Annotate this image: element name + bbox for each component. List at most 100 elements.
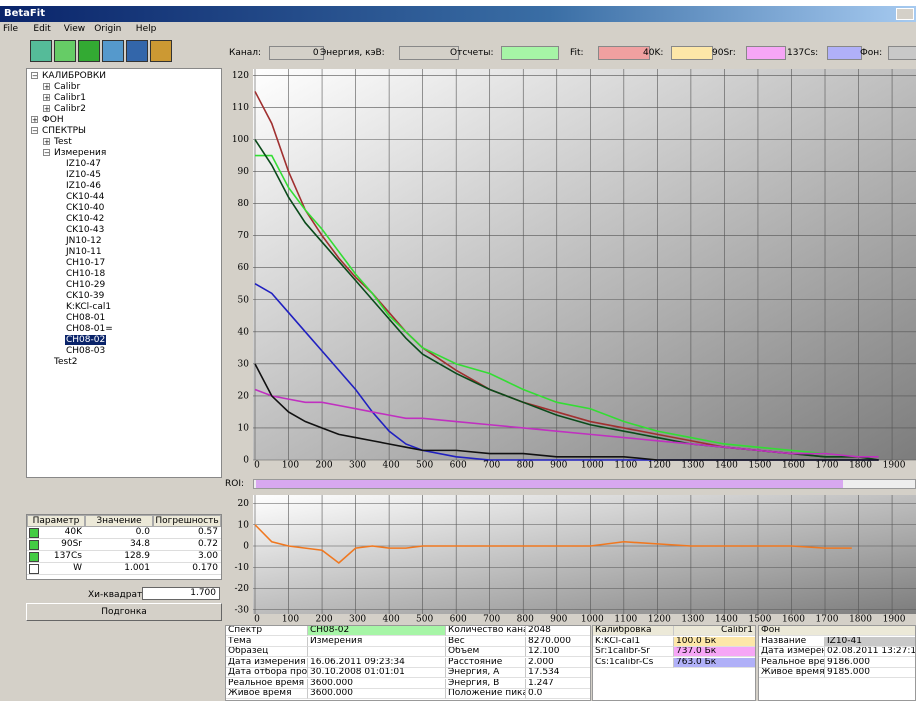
x-tick-label: 100	[282, 461, 299, 471]
title-bar: BetaFit	[0, 6, 916, 22]
tree-node[interactable]: CK10-43	[66, 225, 105, 235]
tree-toggle[interactable]: +	[43, 105, 50, 112]
toolbar	[30, 40, 180, 64]
menu-item[interactable]: File	[3, 24, 19, 34]
info-cell: Положение пика Cs	[446, 689, 526, 699]
menu-item[interactable]: Edit	[33, 24, 51, 34]
tree-node[interactable]: CH10-29	[66, 280, 106, 290]
status-label: Энергия, кэВ:	[320, 48, 385, 58]
info-cell: 3600.000	[308, 689, 446, 699]
x-tick-label: 0	[254, 615, 260, 625]
tree-toggle[interactable]: −	[43, 149, 50, 156]
tree-node[interactable]: ФОН	[42, 115, 64, 125]
tree-node[interactable]: JN10-12	[66, 236, 102, 246]
tree-node[interactable]: CH08-01=	[66, 324, 113, 334]
tool-open[interactable]	[54, 40, 76, 62]
chi-value[interactable]: 1.700	[142, 587, 220, 600]
menu-item[interactable]: View	[63, 24, 86, 34]
status-field	[746, 46, 786, 60]
chi-label: Хи-квадрат:	[88, 590, 146, 600]
tree-toggle[interactable]: −	[31, 72, 38, 79]
y-tick-label: 0	[243, 456, 249, 466]
params-table: Параметр Значение Погрешность 40K 0.0 0.57 90S…	[26, 514, 222, 580]
series-line	[254, 524, 852, 565]
x-tick-label: 1600	[782, 461, 805, 471]
tree-node[interactable]: IZ10-46	[66, 181, 101, 191]
tree-node[interactable]: CH10-18	[66, 269, 106, 279]
calibration-table: Калибровка Calibr1 K:KCl-cal1 100.0 Бк Sr:1c…	[592, 625, 756, 701]
column-header: Calibr1	[674, 626, 755, 636]
y-tick-label: 90	[238, 167, 250, 177]
y-tick-label: 0	[243, 542, 249, 552]
y-tick-label: 80	[238, 199, 250, 209]
tree-node[interactable]: CK10-39	[66, 291, 105, 301]
column-header: Параметр	[27, 515, 85, 527]
tree-toggle[interactable]: +	[43, 83, 50, 90]
tree-node[interactable]: Test2	[54, 357, 78, 367]
tool-add[interactable]	[30, 40, 52, 62]
window-buttons[interactable]	[896, 8, 914, 20]
bg-cell: IZ10-41	[825, 636, 915, 647]
tool-save[interactable]	[78, 40, 100, 62]
roi-range[interactable]	[256, 480, 843, 488]
tree-node[interactable]: CK10-42	[66, 214, 105, 224]
tree-toggle[interactable]: +	[43, 138, 50, 145]
tree-panel: − КАЛИБРОВКИ + Calibr + Calibr1 + Calibr2 + ФОН − С…	[26, 68, 222, 478]
tree-node[interactable]: CH10-17	[66, 258, 106, 268]
tool-print[interactable]	[102, 40, 124, 62]
tree-node[interactable]: КАЛИБРОВКИ	[42, 71, 107, 81]
top-strip	[0, 0, 916, 6]
info-cell: CH08-02	[308, 626, 446, 636]
column-header: Калибровка	[593, 626, 674, 636]
calib-cell: 763.0 Бк	[674, 657, 755, 668]
tree-node[interactable]: Test	[54, 137, 72, 147]
x-tick-label: 1500	[748, 461, 771, 471]
info-cell: Энергия, В	[446, 678, 526, 689]
tool-window[interactable]	[126, 40, 148, 62]
x-tick-label: 200	[315, 615, 332, 625]
info-cell: 8270.000	[526, 637, 590, 647]
info-cell: Образец	[226, 647, 308, 657]
tree-node[interactable]: Calibr1	[54, 93, 86, 103]
tree-node-selected[interactable]: CH08-02	[65, 335, 107, 345]
tree-node[interactable]: CK10-40	[66, 203, 105, 213]
tool-tools[interactable]	[150, 40, 172, 62]
param-cell: 0.57	[153, 527, 221, 539]
color-swatch	[29, 564, 39, 574]
info-cell: 30.10.2008 01:01:01	[308, 668, 446, 678]
x-tick-label: 1400	[715, 615, 738, 625]
info-cell: Расстояние	[446, 657, 526, 668]
tree-node[interactable]: IZ10-47	[66, 159, 101, 169]
tree-toggle[interactable]: −	[31, 127, 38, 134]
tree-node[interactable]: CH08-03	[66, 346, 106, 356]
series-line	[254, 388, 879, 458]
menu-bar: File Edit View Origin Help	[0, 22, 916, 36]
tree-node[interactable]: Измерения	[54, 148, 107, 158]
roi-label: ROI:	[225, 479, 245, 489]
menu-item[interactable]: Help	[135, 24, 157, 34]
menu-item[interactable]: Origin	[94, 24, 122, 34]
tree-node[interactable]: Calibr	[54, 82, 81, 92]
calib-cell: Sr:1calibr-Sr	[593, 647, 674, 657]
tree-node[interactable]: СПЕКТРЫ	[42, 126, 86, 136]
tree-node[interactable]: CH08-01	[66, 313, 106, 323]
y-tick-label: 40	[238, 327, 250, 337]
tree-node[interactable]: K:KCl-cal1	[66, 302, 112, 312]
tree-node[interactable]: IZ10-45	[66, 170, 101, 180]
calib-cell: 737.0 Бк	[674, 647, 755, 657]
calib-cell: Cs:1calibr-Cs	[593, 657, 674, 668]
x-tick-label: 300	[349, 615, 366, 625]
bg-cell: Реальное время	[759, 657, 825, 668]
info-cell: Объем	[446, 647, 526, 657]
tree-toggle[interactable]: +	[31, 116, 38, 123]
tree-node[interactable]: JN10-11	[66, 247, 102, 257]
tree-toggle[interactable]: +	[43, 94, 50, 101]
tree-node[interactable]: Calibr2	[54, 104, 86, 114]
x-tick-label: 0	[254, 461, 260, 471]
x-tick-label: 400	[383, 615, 400, 625]
x-tick-label: 200	[315, 461, 332, 471]
fit-button[interactable]: Подгонка	[26, 603, 222, 621]
roi-track	[253, 479, 916, 489]
tree-node[interactable]: CK10-44	[66, 192, 105, 202]
